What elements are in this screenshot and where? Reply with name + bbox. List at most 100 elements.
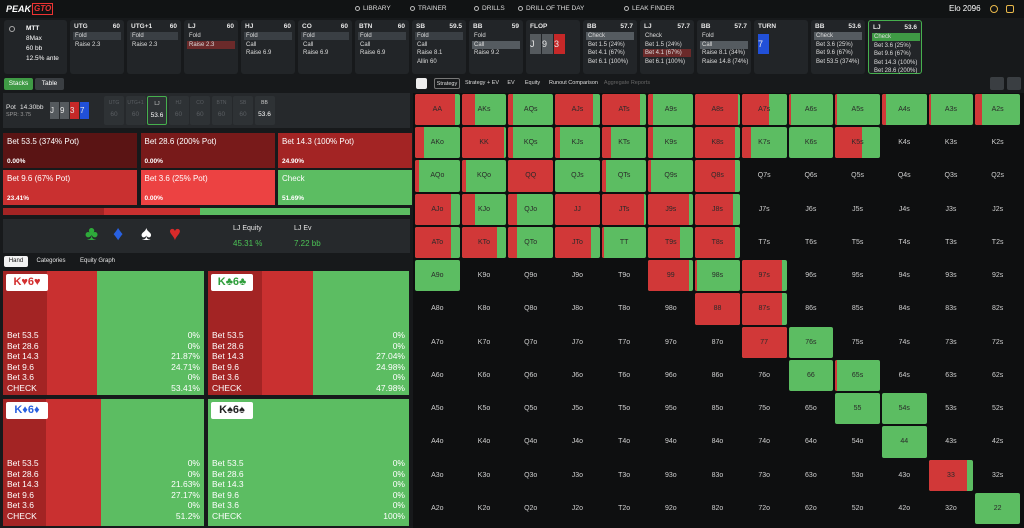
history-box[interactable]: FLOP J 9 3 [526,20,580,74]
range-cell[interactable]: K5o [462,393,507,424]
range-cell[interactable]: 73o [742,460,787,491]
range-cell[interactable]: K7o [462,327,507,358]
right-tab[interactable]: Strategy [434,78,460,89]
range-cell[interactable]: T6s [789,227,834,258]
right-tab[interactable]: Equity [524,80,541,86]
range-cell[interactable]: 76s [788,326,834,358]
range-cell[interactable]: 92s [975,260,1020,291]
range-cell[interactable]: K8s [695,127,740,159]
action-option[interactable]: Raise 6.9 [303,50,329,56]
range-cell[interactable]: J4s [882,194,927,225]
range-cell[interactable]: 92o [648,493,693,524]
range-cell[interactable]: T7o [602,327,647,358]
range-cell[interactable]: Q9s [648,160,694,192]
history-box[interactable]: CO 60 Fold Call Raise 6.9 [298,20,352,74]
history-box[interactable]: BB 57.7 Fold Call Raise 8.1 (34%) Raise 14.8 … [697,20,751,74]
action-option[interactable]: Bet 53.5 (374%) [816,58,860,65]
action-option[interactable]: Allin 60 [417,58,437,65]
range-cell[interactable]: 54s [881,393,927,425]
range-cell[interactable]: 52s [975,393,1020,424]
history-box[interactable]: BB 59 Fold Call Raise 9.2 [469,20,523,74]
action-box[interactable]: Bet 14.3 (100% Pot) 24.90% [278,133,412,168]
action-option[interactable]: Bet 3.6 (25%) [816,41,853,48]
range-cell[interactable]: KQs [508,127,554,159]
action-box[interactable]: Bet 28.6 (200% Pot) 0.00% [140,133,275,168]
range-cell[interactable]: 96o [648,360,693,391]
range-cell[interactable]: T5o [602,393,647,424]
range-cell[interactable]: A2o [415,493,460,524]
range-cell[interactable]: A4s [881,94,927,126]
range-cell[interactable]: 87o [695,327,740,358]
action-option[interactable]: Call [303,41,314,48]
action-option[interactable]: Raise 8.1 [417,50,443,56]
hand-card[interactable]: K♥6♥ Bet 53.5 0% Bet 28.6 0% Bet 14.3 21.87% Be… [3,271,204,395]
range-cell[interactable]: Q6o [508,360,553,391]
action-box[interactable]: Bet 53.5 (374% Pot) 0.00% [3,133,137,168]
history-box[interactable]: BTN 60 Fold Call Raise 6.9 [355,20,409,74]
nav-item[interactable]: LEAK FINDER [632,5,675,12]
range-cell[interactable]: QJs [555,160,600,192]
action-option[interactable]: Call [417,41,428,48]
range-cell[interactable]: J6o [555,360,600,391]
range-cell[interactable]: 75o [742,393,787,424]
range-cell[interactable]: 43s [929,426,974,457]
suit-icon[interactable]: ♣ [85,223,99,245]
range-cell[interactable]: 22 [975,492,1020,524]
toggle-icon[interactable] [416,78,427,89]
range-cell[interactable]: J6s [789,194,834,225]
range-cell[interactable]: A8s [695,94,740,126]
range-cell[interactable]: T6o [602,360,647,391]
action-option[interactable]: Bet 1.5 (24%) [588,41,625,48]
nav-item[interactable]: LIBRARY [363,5,391,12]
user-icon[interactable] [1006,5,1014,13]
range-cell[interactable]: T3s [929,227,974,258]
action-option[interactable]: Raise 6.9 [360,50,386,56]
range-cell[interactable]: 75s [835,327,880,358]
range-cell[interactable]: Q5o [508,393,553,424]
history-box[interactable]: LJ 53.6 Check Bet 3.6 (25%) Bet 9.6 (67%) Bet… [868,20,922,74]
suit-icon[interactable]: ♠ [141,223,152,245]
range-cell[interactable]: J4o [555,426,600,457]
range-cell[interactable]: J8o [555,293,600,324]
range-cell[interactable]: Q3o [508,460,553,491]
range-cell[interactable]: J5s [835,194,880,225]
range-cell[interactable]: A3o [415,460,460,491]
action-option[interactable]: Bet 9.6 (67%) [874,51,911,57]
history-box[interactable]: BB 53.6 Check Bet 3.6 (25%) Bet 9.6 (67%) Bet… [811,20,865,74]
range-cell[interactable]: 86s [789,293,834,324]
range-cell[interactable]: AKo [415,127,460,159]
range-cell[interactable]: 84s [882,293,927,324]
action-option[interactable]: Bet 6.1 (100%) [645,58,686,65]
range-cell[interactable]: 54o [835,426,880,457]
range-cell[interactable]: K5s [835,127,880,159]
range-cell[interactable]: 82o [695,493,740,524]
range-cell[interactable]: 33 [928,459,974,491]
range-cell[interactable]: 63o [789,460,834,491]
range-cell[interactable]: K8o [462,293,507,324]
history-box[interactable]: UTG+1 60 Fold Raise 2.3 [127,20,181,74]
hand-card[interactable]: K♣6♣ Bet 53.5 0% Bet 28.6 0% Bet 14.3 27.04% Be… [208,271,409,395]
range-cell[interactable]: 42s [975,426,1020,457]
history-box[interactable]: TURN 7 [754,20,808,74]
action-option[interactable]: Bet 3.6 (25%) [874,42,911,49]
range-cell[interactable]: J5o [555,393,600,424]
right-tab[interactable]: Runout Comparison [549,80,598,86]
nav-item[interactable]: DRILL OF THE DAY [526,5,585,12]
range-cell[interactable]: A6s [788,94,834,126]
range-cell[interactable]: 43o [882,460,927,491]
range-cell[interactable]: 63s [929,360,974,391]
hand-tab[interactable]: Equity Graph [79,258,116,264]
range-cell[interactable]: T4s [882,227,927,258]
range-cell[interactable]: 52o [835,493,880,524]
action-option[interactable]: Fold [702,33,714,39]
history-box[interactable]: BB 57.7 Check Bet 1.5 (24%) Bet 4.1 (67%) Bet… [583,20,637,74]
range-cell[interactable]: T3o [602,460,647,491]
range-cell[interactable]: 96s [789,260,834,291]
range-cell[interactable]: KK [461,127,507,159]
action-option[interactable]: Check [586,32,634,40]
range-cell[interactable]: 32o [929,493,974,524]
range-cell[interactable]: 65o [789,393,834,424]
history-box[interactable]: LJ 57.7 Check Bet 1.5 (24%) Bet 4.1 (67%) Bet… [640,20,694,74]
action-option[interactable]: Check [872,33,920,41]
action-box[interactable]: Check 51.69% [278,170,412,205]
